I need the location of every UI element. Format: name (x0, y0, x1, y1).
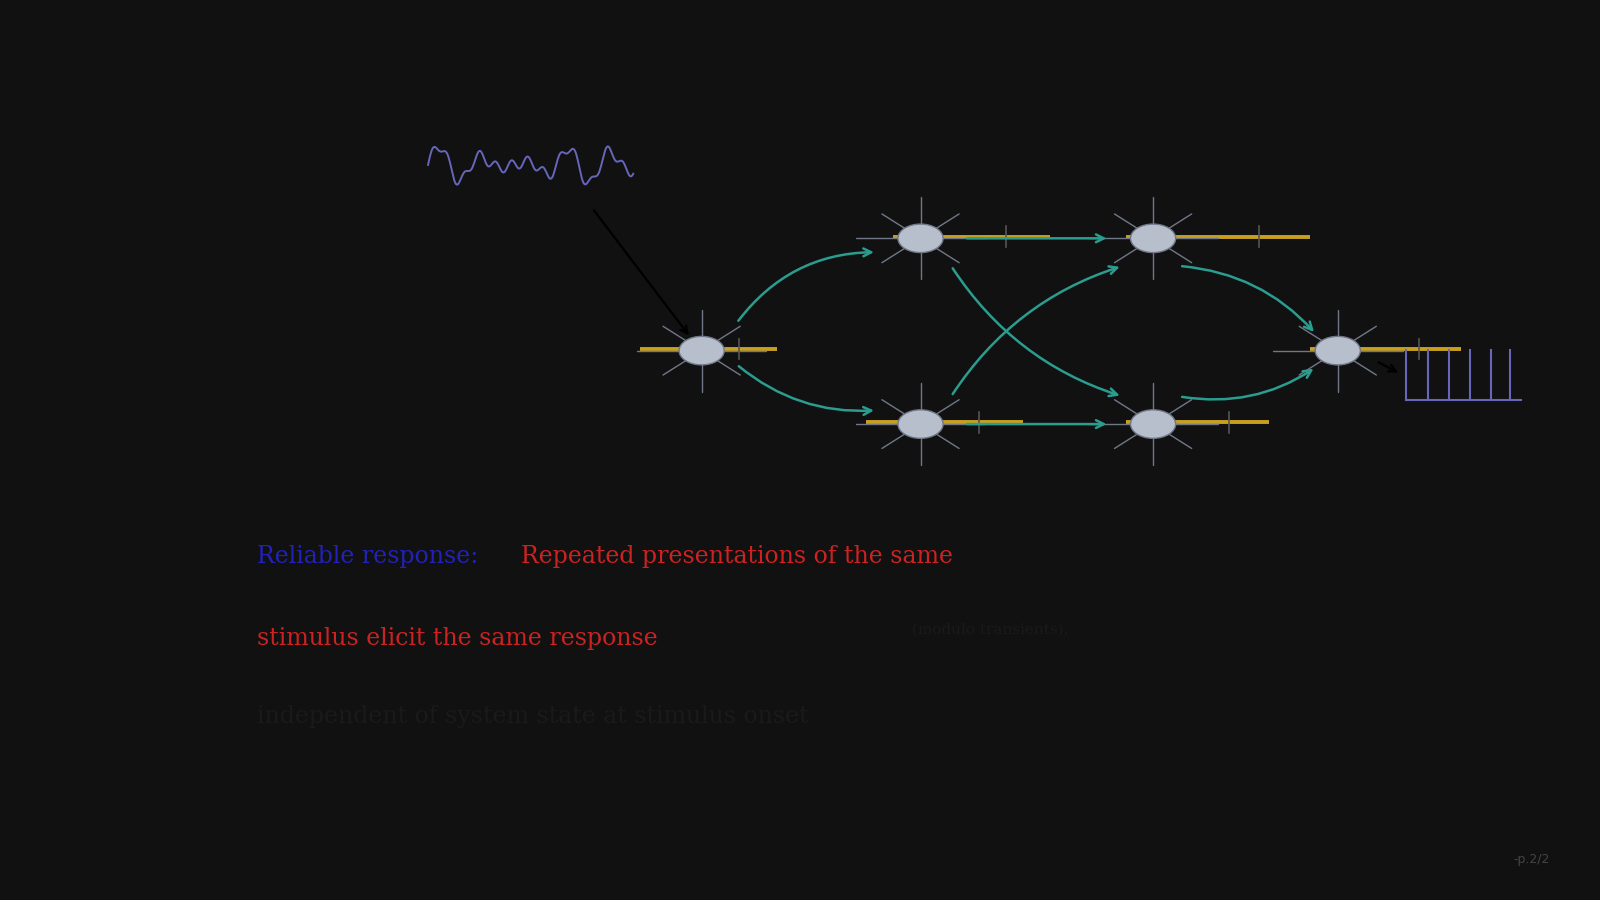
Text: Motivation: Neural Response: Motivation: Neural Response (674, 57, 1126, 84)
Text: independent of system state at stimulus onset: independent of system state at stimulus … (258, 705, 808, 728)
Text: Reliable response:: Reliable response: (258, 545, 486, 568)
Text: -p.2/2: -p.2/2 (1514, 853, 1550, 867)
Circle shape (1315, 337, 1360, 365)
Circle shape (678, 337, 725, 365)
Circle shape (898, 224, 942, 253)
Circle shape (898, 410, 942, 438)
Text: Stimulus: Stimulus (480, 205, 568, 223)
Circle shape (1131, 224, 1176, 253)
Text: stimulus elicit the same response: stimulus elicit the same response (258, 627, 658, 650)
Text: Repeated presentations of the same: Repeated presentations of the same (522, 545, 954, 568)
Circle shape (1131, 410, 1176, 438)
Text: (modulo transients),: (modulo transients), (907, 623, 1069, 637)
Text: Response: Response (1410, 441, 1507, 459)
